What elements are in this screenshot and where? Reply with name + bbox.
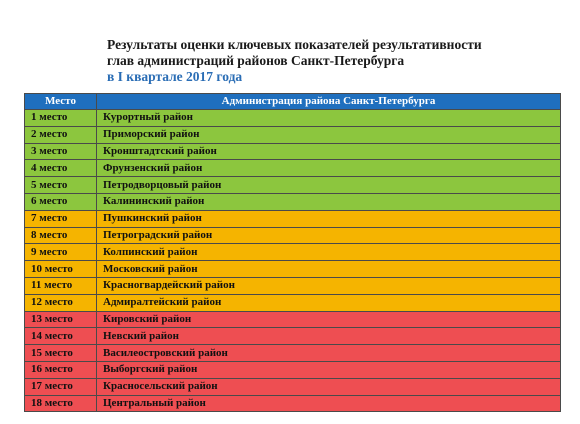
district-cell: Кировский район xyxy=(96,310,561,329)
place-cell: 6 место xyxy=(24,192,97,211)
header-district: Администрация района Санкт-Петербурга xyxy=(96,93,561,110)
table-row: 15 место Василеостровский район xyxy=(24,344,561,362)
district-cell: Красносельский район xyxy=(96,377,561,396)
place-cell: 15 место xyxy=(24,344,97,362)
place-cell: 13 место xyxy=(24,310,97,329)
table-row: 1 место Курортный район xyxy=(24,109,561,127)
table-row: 7 место Пушкинский район xyxy=(24,209,561,228)
title-line-2: глав администраций районов Санкт-Петербу… xyxy=(107,53,405,68)
place-cell: 17 место xyxy=(24,377,97,396)
district-cell: Петродворцовый район xyxy=(96,176,561,194)
table-row: 18 место Центральный район xyxy=(24,394,561,413)
place-cell: 18 место xyxy=(24,394,97,413)
district-cell: Петроградский район xyxy=(96,226,561,245)
district-cell: Калининский район xyxy=(96,192,561,211)
table-row: 5 место Петродворцовый район xyxy=(24,176,561,194)
district-cell: Курортный район xyxy=(96,109,561,127)
place-cell: 10 место xyxy=(24,260,97,278)
place-cell: 3 место xyxy=(24,142,97,161)
table-row: 8 место Петроградский район xyxy=(24,226,561,245)
ranking-table: Место Администрация района Санкт-Петербу… xyxy=(24,93,561,413)
place-cell: 11 место xyxy=(24,276,97,295)
place-cell: 5 место xyxy=(24,176,97,194)
table-row: 6 место Калининский район xyxy=(24,192,561,211)
table-row: 4 место Фрунзенский район xyxy=(24,159,561,178)
place-cell: 4 место xyxy=(24,159,97,178)
title-line-1: Результаты оценки ключевых показателей р… xyxy=(107,37,482,52)
place-cell: 2 место xyxy=(24,125,97,144)
district-cell: Московский район xyxy=(96,260,561,278)
table-row: 2 место Приморский район xyxy=(24,125,561,144)
district-cell: Приморский район xyxy=(96,125,561,144)
district-cell: Василеостровский район xyxy=(96,344,561,362)
table-row: 12 место Адмиралтейский район xyxy=(24,293,561,312)
table-row: 11 место Красногвардейский район xyxy=(24,276,561,295)
place-cell: 8 место xyxy=(24,226,97,245)
district-cell: Невский район xyxy=(96,327,561,346)
table-body: 1 место Курортный район 2 место Приморский … xyxy=(24,109,561,413)
district-cell: Выборгский район xyxy=(96,360,561,379)
district-cell: Колпинский район xyxy=(96,243,561,262)
place-cell: 1 место xyxy=(24,109,97,127)
table-row: 14 место Невский район xyxy=(24,327,561,346)
place-cell: 7 место xyxy=(24,209,97,228)
table-header-row: Место Администрация района Санкт-Петербу… xyxy=(24,93,561,110)
place-cell: 14 место xyxy=(24,327,97,346)
district-cell: Красногвардейский район xyxy=(96,276,561,295)
place-cell: 12 место xyxy=(24,293,97,312)
title-line-3: в I квартале 2017 года xyxy=(107,69,243,84)
place-cell: 9 место xyxy=(24,243,97,262)
place-cell: 16 место xyxy=(24,360,97,379)
district-cell: Кронштадтский район xyxy=(96,142,561,161)
district-cell: Фрунзенский район xyxy=(96,159,561,178)
table-row: 9 место Колпинский район xyxy=(24,243,561,262)
district-cell: Пушкинский район xyxy=(96,209,561,228)
table-row: 16 место Выборгский район xyxy=(24,360,561,379)
header-place: Место xyxy=(24,93,97,110)
table-row: 17 место Красносельский район xyxy=(24,377,561,396)
district-cell: Центральный район xyxy=(96,394,561,413)
table-row: 13 место Кировский район xyxy=(24,310,561,329)
table-row: 10 место Московский район xyxy=(24,260,561,278)
document-title: Результаты оценки ключевых показателей р… xyxy=(107,37,547,85)
district-cell: Адмиралтейский район xyxy=(96,293,561,312)
table-row: 3 место Кронштадтский район xyxy=(24,142,561,161)
